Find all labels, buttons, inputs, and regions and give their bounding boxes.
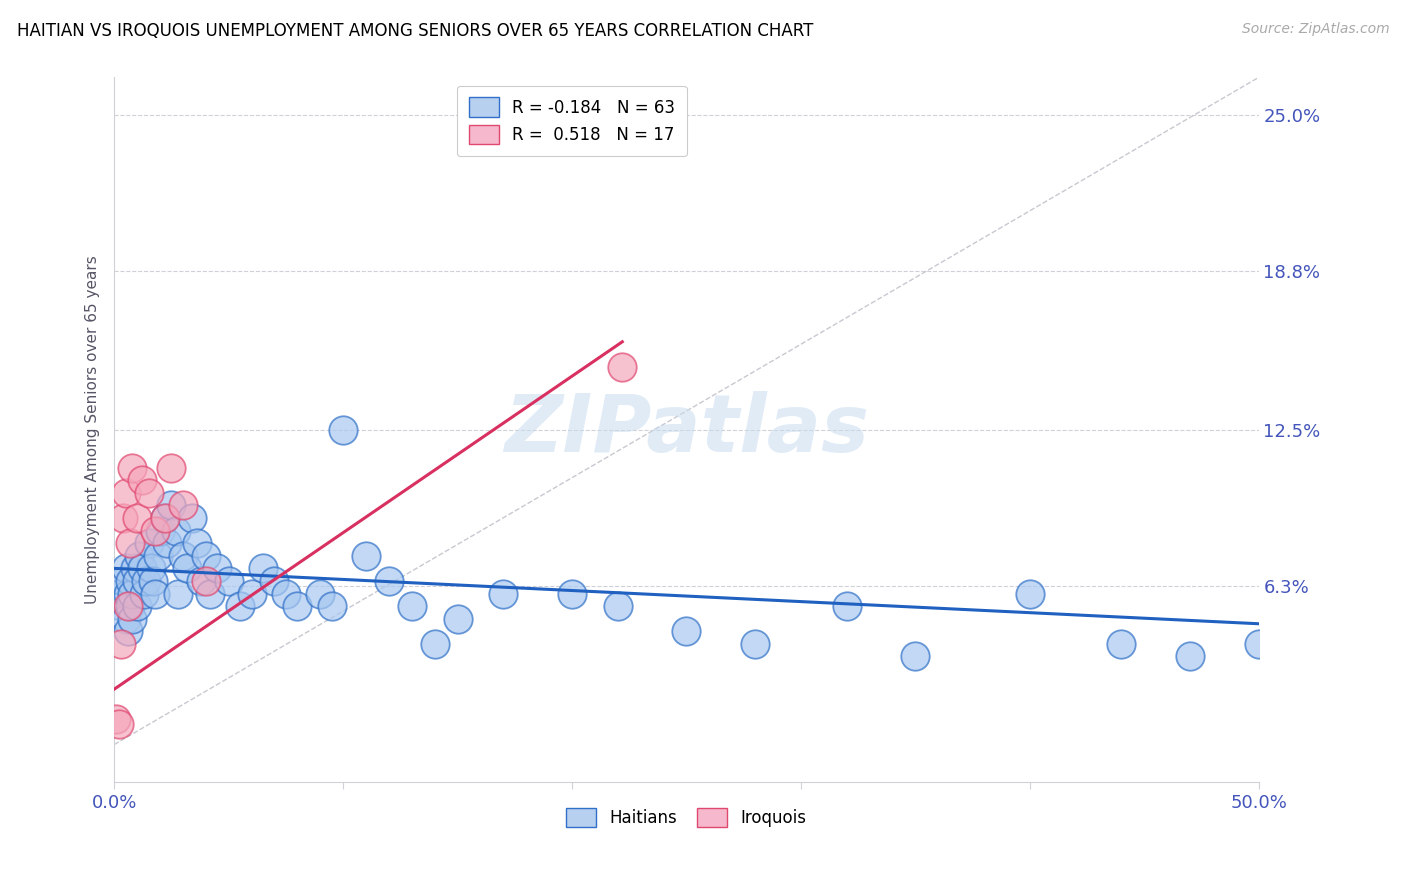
Text: HAITIAN VS IROQUOIS UNEMPLOYMENT AMONG SENIORS OVER 65 YEARS CORRELATION CHART: HAITIAN VS IROQUOIS UNEMPLOYMENT AMONG S…: [17, 22, 813, 40]
Point: [835, 599, 858, 614]
Point: [153, 511, 176, 525]
Point: [332, 423, 354, 437]
Point: [1247, 637, 1270, 651]
Point: [167, 586, 190, 600]
Point: [125, 574, 148, 588]
Point: [145, 524, 167, 538]
Y-axis label: Unemployment Among Seniors over 65 years: Unemployment Among Seniors over 65 years: [86, 255, 100, 604]
Point: [218, 574, 240, 588]
Point: [131, 473, 153, 487]
Point: [194, 574, 217, 588]
Point: [160, 460, 183, 475]
Legend: Haitians, Iroquois: Haitians, Iroquois: [560, 801, 813, 834]
Point: [156, 536, 179, 550]
Point: [120, 599, 142, 614]
Point: [401, 599, 423, 614]
Point: [446, 612, 468, 626]
Point: [423, 637, 446, 651]
Point: [110, 599, 132, 614]
Point: [744, 637, 766, 651]
Point: [321, 599, 343, 614]
Point: [205, 561, 228, 575]
Point: [252, 561, 274, 575]
Point: [240, 586, 263, 600]
Point: [904, 649, 927, 664]
Point: [142, 574, 165, 588]
Point: [181, 511, 204, 525]
Point: [135, 574, 157, 588]
Point: [1018, 586, 1040, 600]
Point: [107, 586, 129, 600]
Point: [105, 713, 128, 727]
Point: [378, 574, 401, 588]
Text: Source: ZipAtlas.com: Source: ZipAtlas.com: [1241, 22, 1389, 37]
Point: [263, 574, 285, 588]
Point: [146, 549, 169, 563]
Point: [138, 536, 160, 550]
Point: [229, 599, 252, 614]
Point: [172, 549, 194, 563]
Point: [1109, 637, 1132, 651]
Point: [121, 586, 143, 600]
Point: [149, 524, 172, 538]
Point: [117, 624, 139, 639]
Point: [145, 586, 167, 600]
Point: [124, 561, 146, 575]
Point: [139, 561, 162, 575]
Point: [120, 574, 142, 588]
Point: [117, 599, 139, 614]
Point: [153, 511, 176, 525]
Text: ZIPatlas: ZIPatlas: [503, 391, 869, 469]
Point: [1178, 649, 1201, 664]
Point: [675, 624, 697, 639]
Point: [165, 524, 187, 538]
Point: [112, 511, 135, 525]
Point: [128, 549, 150, 563]
Point: [612, 359, 634, 374]
Point: [606, 599, 628, 614]
Point: [125, 511, 148, 525]
Point: [117, 586, 139, 600]
Point: [285, 599, 308, 614]
Point: [114, 561, 136, 575]
Point: [131, 561, 153, 575]
Point: [176, 561, 198, 575]
Point: [200, 586, 222, 600]
Point: [121, 460, 143, 475]
Point: [274, 586, 297, 600]
Point: [492, 586, 515, 600]
Point: [112, 574, 135, 588]
Point: [110, 637, 132, 651]
Point: [121, 612, 143, 626]
Point: [354, 549, 377, 563]
Point: [132, 586, 155, 600]
Point: [561, 586, 583, 600]
Point: [160, 499, 183, 513]
Point: [172, 499, 194, 513]
Point: [114, 612, 136, 626]
Point: [114, 486, 136, 500]
Point: [190, 574, 212, 588]
Point: [309, 586, 332, 600]
Point: [194, 549, 217, 563]
Point: [125, 599, 148, 614]
Point: [186, 536, 208, 550]
Point: [120, 536, 142, 550]
Point: [107, 717, 129, 731]
Point: [138, 486, 160, 500]
